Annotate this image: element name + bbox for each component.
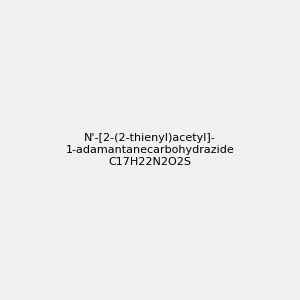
Text: N'-[2-(2-thienyl)acetyl]-
1-adamantanecarbohydrazide
C17H22N2O2S: N'-[2-(2-thienyl)acetyl]- 1-adamantaneca… <box>66 134 234 166</box>
